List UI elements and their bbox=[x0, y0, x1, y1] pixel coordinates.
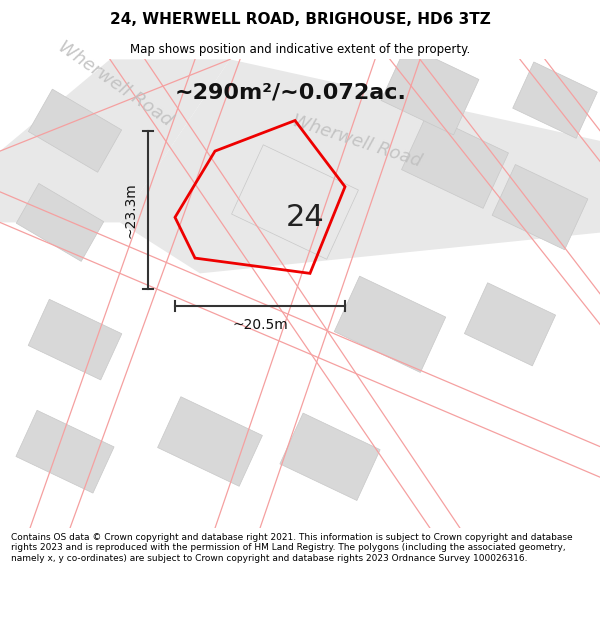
Polygon shape bbox=[120, 59, 600, 273]
Polygon shape bbox=[464, 282, 556, 366]
Polygon shape bbox=[28, 299, 122, 380]
Text: 24, WHERWELL ROAD, BRIGHOUSE, HD6 3TZ: 24, WHERWELL ROAD, BRIGHOUSE, HD6 3TZ bbox=[110, 12, 490, 27]
Polygon shape bbox=[28, 89, 122, 172]
Polygon shape bbox=[158, 397, 262, 486]
Polygon shape bbox=[16, 410, 114, 493]
Polygon shape bbox=[0, 59, 230, 222]
Text: Contains OS data © Crown copyright and database right 2021. This information is : Contains OS data © Crown copyright and d… bbox=[11, 533, 572, 563]
Polygon shape bbox=[381, 45, 479, 135]
Text: Wherwell Road: Wherwell Road bbox=[290, 111, 424, 171]
Polygon shape bbox=[334, 276, 446, 372]
Polygon shape bbox=[401, 114, 508, 208]
Text: ~290m²/~0.072ac.: ~290m²/~0.072ac. bbox=[175, 82, 407, 102]
Text: ~20.5m: ~20.5m bbox=[232, 318, 288, 332]
Polygon shape bbox=[16, 184, 104, 261]
Polygon shape bbox=[232, 145, 358, 259]
Text: Wherwell Road: Wherwell Road bbox=[55, 38, 176, 129]
Text: Map shows position and indicative extent of the property.: Map shows position and indicative extent… bbox=[130, 42, 470, 56]
Text: ~23.3m: ~23.3m bbox=[124, 182, 138, 238]
Polygon shape bbox=[492, 164, 588, 250]
Polygon shape bbox=[513, 62, 597, 138]
Polygon shape bbox=[280, 413, 380, 501]
Text: 24: 24 bbox=[286, 203, 325, 232]
